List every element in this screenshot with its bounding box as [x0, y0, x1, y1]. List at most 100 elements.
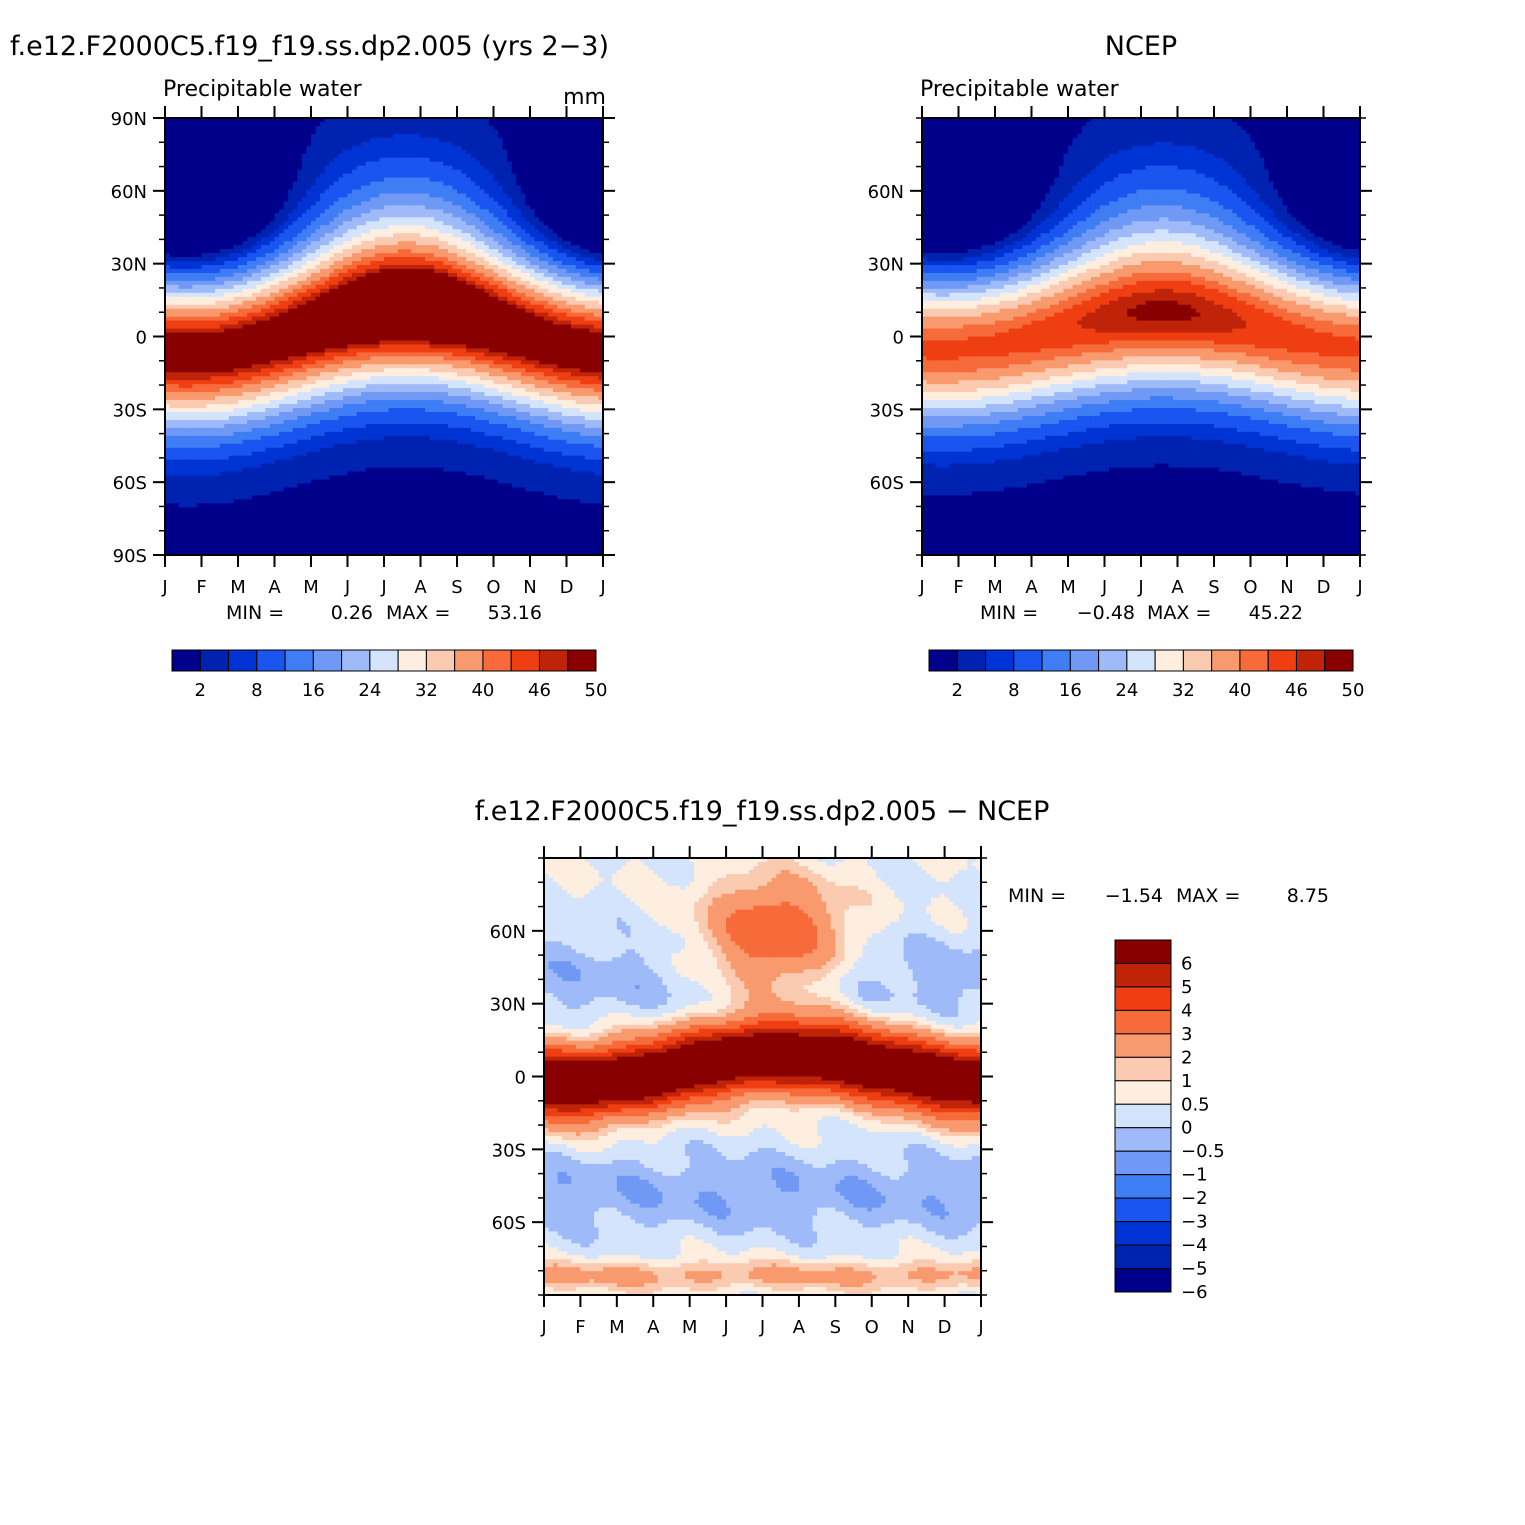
contour-cell	[343, 285, 348, 290]
contour-cell	[275, 261, 280, 266]
contour-cell	[215, 158, 220, 163]
contour-cell	[252, 162, 257, 167]
contour-cell	[270, 182, 275, 187]
contour-cell	[398, 241, 403, 246]
contour-cell	[576, 138, 581, 143]
contour-cell	[334, 253, 339, 258]
contour-cell	[503, 166, 508, 171]
contour-cell	[270, 309, 275, 314]
contour-cell	[202, 193, 207, 198]
contour-cell	[197, 249, 202, 254]
contour-cell	[361, 190, 366, 195]
contour-cell	[238, 162, 243, 167]
contour-cell	[375, 134, 380, 139]
contour-cell	[494, 146, 499, 151]
contour-cell	[302, 321, 307, 326]
contour-cell	[247, 146, 252, 151]
contour-cell	[439, 166, 444, 171]
contour-cell	[562, 233, 567, 238]
contour-cell	[539, 313, 544, 318]
contour-cell	[316, 166, 321, 171]
contour-cell	[238, 309, 243, 314]
contour-cell	[320, 166, 325, 171]
contour-cell	[243, 217, 248, 222]
contour-cell	[224, 217, 229, 222]
contour-cell	[544, 170, 549, 175]
contour-cell	[297, 269, 302, 274]
contour-cell	[571, 321, 576, 326]
contour-cell	[416, 190, 421, 195]
contour-cell	[288, 297, 293, 302]
contour-cell	[302, 170, 307, 175]
contour-cell	[539, 122, 544, 127]
contour-cell	[475, 301, 480, 306]
contour-cell	[530, 249, 535, 254]
contour-cell	[174, 277, 179, 282]
contour-cell	[507, 237, 512, 242]
contour-cell	[475, 190, 480, 195]
contour-cell	[430, 170, 435, 175]
contour-cell	[567, 313, 572, 318]
contour-cell	[425, 309, 430, 314]
contour-cell	[562, 285, 567, 290]
contour-cell	[434, 170, 439, 175]
contour-cell	[430, 221, 435, 226]
contour-cell	[466, 174, 471, 179]
contour-cell	[183, 201, 188, 206]
contour-cell	[516, 130, 521, 135]
contour-cell	[475, 178, 480, 183]
contour-cell	[452, 265, 457, 270]
contour-cell	[498, 301, 503, 306]
contour-cell	[320, 285, 325, 290]
contour-cell	[302, 305, 307, 310]
contour-cell	[494, 138, 499, 143]
contour-cell	[352, 174, 357, 179]
contour-cell	[284, 158, 289, 163]
contour-cell	[238, 126, 243, 131]
contour-cell	[407, 193, 412, 198]
contour-cell	[384, 138, 389, 143]
contour-cell	[288, 154, 293, 159]
contour-cell	[439, 245, 444, 250]
contour-cell	[192, 166, 197, 171]
contour-cell	[220, 313, 225, 318]
contour-cell	[421, 321, 426, 326]
contour-cell	[375, 158, 380, 163]
contour-cell	[174, 257, 179, 262]
contour-cell	[589, 201, 594, 206]
contour-cell	[197, 166, 202, 171]
contour-cell	[320, 261, 325, 266]
contour-cell	[448, 166, 453, 171]
contour-cell	[211, 297, 216, 302]
contour-cell	[503, 190, 508, 195]
contour-cell	[316, 257, 321, 262]
contour-cell	[275, 313, 280, 318]
contour-cell	[562, 277, 567, 282]
contour-cell	[275, 126, 280, 131]
contour-cell	[548, 293, 553, 298]
contour-cell	[256, 241, 261, 246]
contour-cell	[288, 241, 293, 246]
contour-cell	[352, 313, 357, 318]
contour-cell	[306, 193, 311, 198]
contour-cell	[229, 225, 234, 230]
contour-cell	[202, 277, 207, 282]
contour-cell	[192, 245, 197, 250]
contour-cell	[243, 221, 248, 226]
contour-cell	[407, 197, 412, 202]
contour-cell	[366, 229, 371, 234]
contour-cell	[585, 154, 590, 159]
contour-cell	[585, 193, 590, 198]
contour-cell	[507, 305, 512, 310]
contour-cell	[480, 293, 485, 298]
contour-cell	[585, 277, 590, 282]
contour-cell	[416, 317, 421, 322]
contour-cell	[215, 285, 220, 290]
contour-cell	[174, 297, 179, 302]
contour-cell	[233, 205, 238, 210]
contour-cell	[443, 309, 448, 314]
contour-cell	[421, 170, 426, 175]
contour-cell	[507, 150, 512, 155]
contour-cell	[553, 122, 558, 127]
contour-cell	[238, 313, 243, 318]
